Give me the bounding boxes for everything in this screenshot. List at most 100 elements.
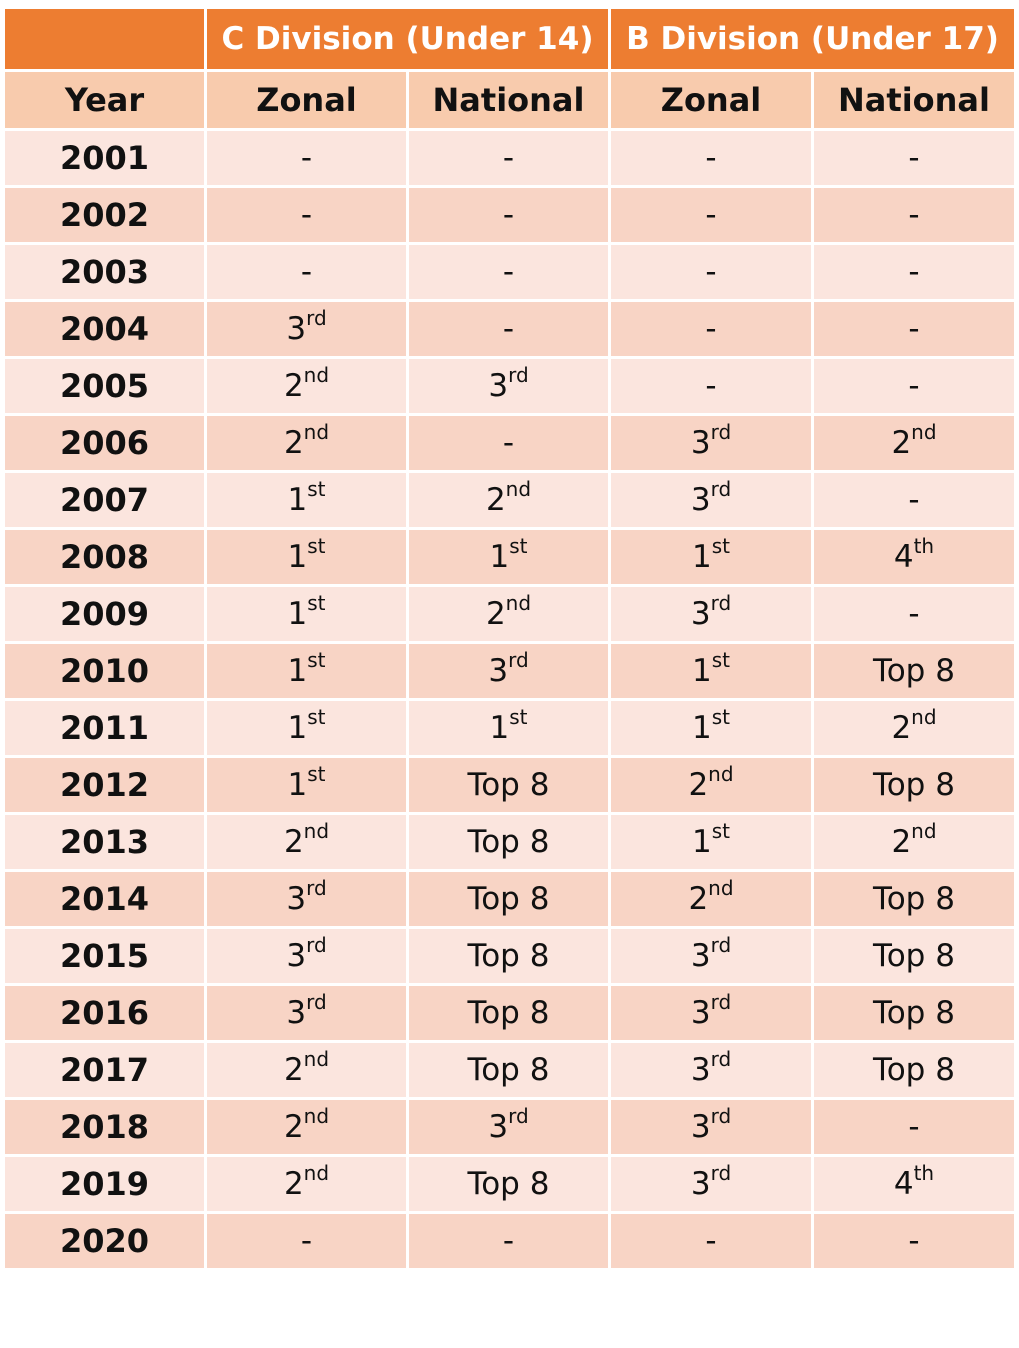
b-zonal-cell: 2nd [608, 869, 814, 929]
result-value: - [502, 311, 515, 347]
result-value: 1 [692, 824, 712, 860]
ordinal-suffix: nd [505, 476, 532, 501]
c-national-cell: Top 8 [406, 926, 611, 986]
b-zonal-cell: 1st [608, 641, 814, 701]
year-cell: 2010 [2, 641, 207, 701]
result-value: 2 [891, 710, 912, 746]
c-national-cell: Top 8 [406, 755, 611, 815]
b-national-cell: 4th [811, 527, 1017, 587]
year-cell: 2003 [2, 242, 207, 302]
c-zonal-column-header: Zonal [204, 69, 409, 131]
table-row: 2017 2nd Top 8 3rd Top 8 [2, 1040, 1017, 1100]
ordinal-suffix: rd [710, 1046, 732, 1071]
result-value: - [705, 254, 717, 290]
result-value: - [908, 311, 920, 347]
result-value: Top 8 [873, 767, 955, 803]
ordinal-suffix: rd [710, 476, 732, 501]
result-value: 3 [286, 995, 307, 1031]
c-zonal-cell: 1st [204, 755, 409, 815]
table-row: 2013 2nd Top 8 1st 2nd [2, 812, 1017, 872]
result-value: 1 [692, 539, 712, 575]
result-value: - [502, 140, 515, 176]
b-zonal-cell: - [608, 299, 814, 359]
b-national-cell: - [811, 242, 1017, 302]
table-row: 2009 1st 2nd 3rd - [2, 584, 1017, 644]
c-national-cell: - [406, 128, 611, 188]
b-national-cell: - [811, 299, 1017, 359]
result-value: Top 8 [467, 881, 550, 917]
b-zonal-cell: - [608, 185, 814, 245]
ordinal-suffix: nd [911, 419, 937, 444]
result-value: 4 [893, 1166, 914, 1202]
result-value: 1 [287, 482, 308, 518]
result-value: Top 8 [467, 1166, 550, 1202]
c-national-cell: - [406, 1211, 611, 1271]
result-value: Top 8 [467, 824, 550, 860]
result-value: - [908, 596, 920, 632]
c-national-cell: 3rd [406, 641, 611, 701]
table-row: 2003 - - - - [2, 242, 1017, 302]
year-cell: 2009 [2, 584, 207, 644]
year-cell: 2018 [2, 1097, 207, 1157]
result-value: 1 [489, 710, 510, 746]
b-zonal-cell: 3rd [608, 413, 814, 473]
year-cell: 2016 [2, 983, 207, 1043]
result-value: - [502, 254, 515, 290]
year-cell: 2017 [2, 1040, 207, 1100]
year-cell: 2013 [2, 812, 207, 872]
c-zonal-cell: 2nd [204, 812, 409, 872]
result-value: 3 [488, 368, 509, 404]
result-value: Top 8 [873, 995, 955, 1031]
result-value: 2 [485, 596, 506, 632]
result-value: 2 [688, 881, 709, 917]
result-value: 3 [286, 938, 307, 974]
ordinal-suffix: nd [911, 818, 937, 843]
ordinal-suffix: nd [911, 704, 937, 729]
result-value: 2 [485, 482, 506, 518]
result-value: Top 8 [467, 1052, 550, 1088]
b-zonal-cell: 3rd [608, 584, 814, 644]
b-zonal-cell: - [608, 356, 814, 416]
c-national-cell: Top 8 [406, 983, 611, 1043]
result-value: 3 [690, 596, 711, 632]
table-row: 2005 2nd 3rd - - [2, 356, 1017, 416]
result-value: Top 8 [873, 1052, 955, 1088]
ordinal-suffix: nd [303, 419, 330, 444]
result-value: - [705, 197, 717, 233]
c-zonal-cell: - [204, 1211, 409, 1271]
result-value: 1 [287, 596, 308, 632]
c-zonal-cell: 3rd [204, 299, 409, 359]
c-national-cell: 1st [406, 698, 611, 758]
result-value: - [502, 197, 515, 233]
b-zonal-cell: 3rd [608, 1040, 814, 1100]
b-national-cell: - [811, 128, 1017, 188]
b-zonal-cell: - [608, 128, 814, 188]
results-table: C Division (Under 14) B Division (Under … [2, 6, 1017, 1271]
result-value: 2 [283, 824, 304, 860]
result-value: - [502, 425, 515, 461]
c-zonal-cell: 2nd [204, 1154, 409, 1214]
ordinal-suffix: nd [303, 818, 330, 843]
result-value: 1 [287, 767, 308, 803]
ordinal-suffix: rd [710, 590, 732, 615]
ordinal-suffix: st [307, 761, 326, 786]
year-cell: 2019 [2, 1154, 207, 1214]
b-national-cell: Top 8 [811, 926, 1017, 986]
result-value: - [705, 368, 717, 404]
table-row: 2002 - - - - [2, 185, 1017, 245]
c-national-cell: - [406, 299, 611, 359]
ordinal-suffix: rd [508, 362, 529, 387]
result-value: 3 [690, 425, 711, 461]
c-national-cell: - [406, 185, 611, 245]
b-national-cell: - [811, 584, 1017, 644]
c-national-column-header: National [406, 69, 611, 131]
result-value: 2 [283, 1109, 304, 1145]
ordinal-suffix: rd [306, 875, 327, 900]
c-zonal-cell: 3rd [204, 983, 409, 1043]
c-zonal-cell: 2nd [204, 1040, 409, 1100]
ordinal-suffix: th [913, 533, 935, 558]
result-value: 3 [690, 1052, 711, 1088]
blank-header-cell [2, 6, 207, 72]
result-value: - [908, 197, 920, 233]
c-national-cell: - [406, 413, 611, 473]
